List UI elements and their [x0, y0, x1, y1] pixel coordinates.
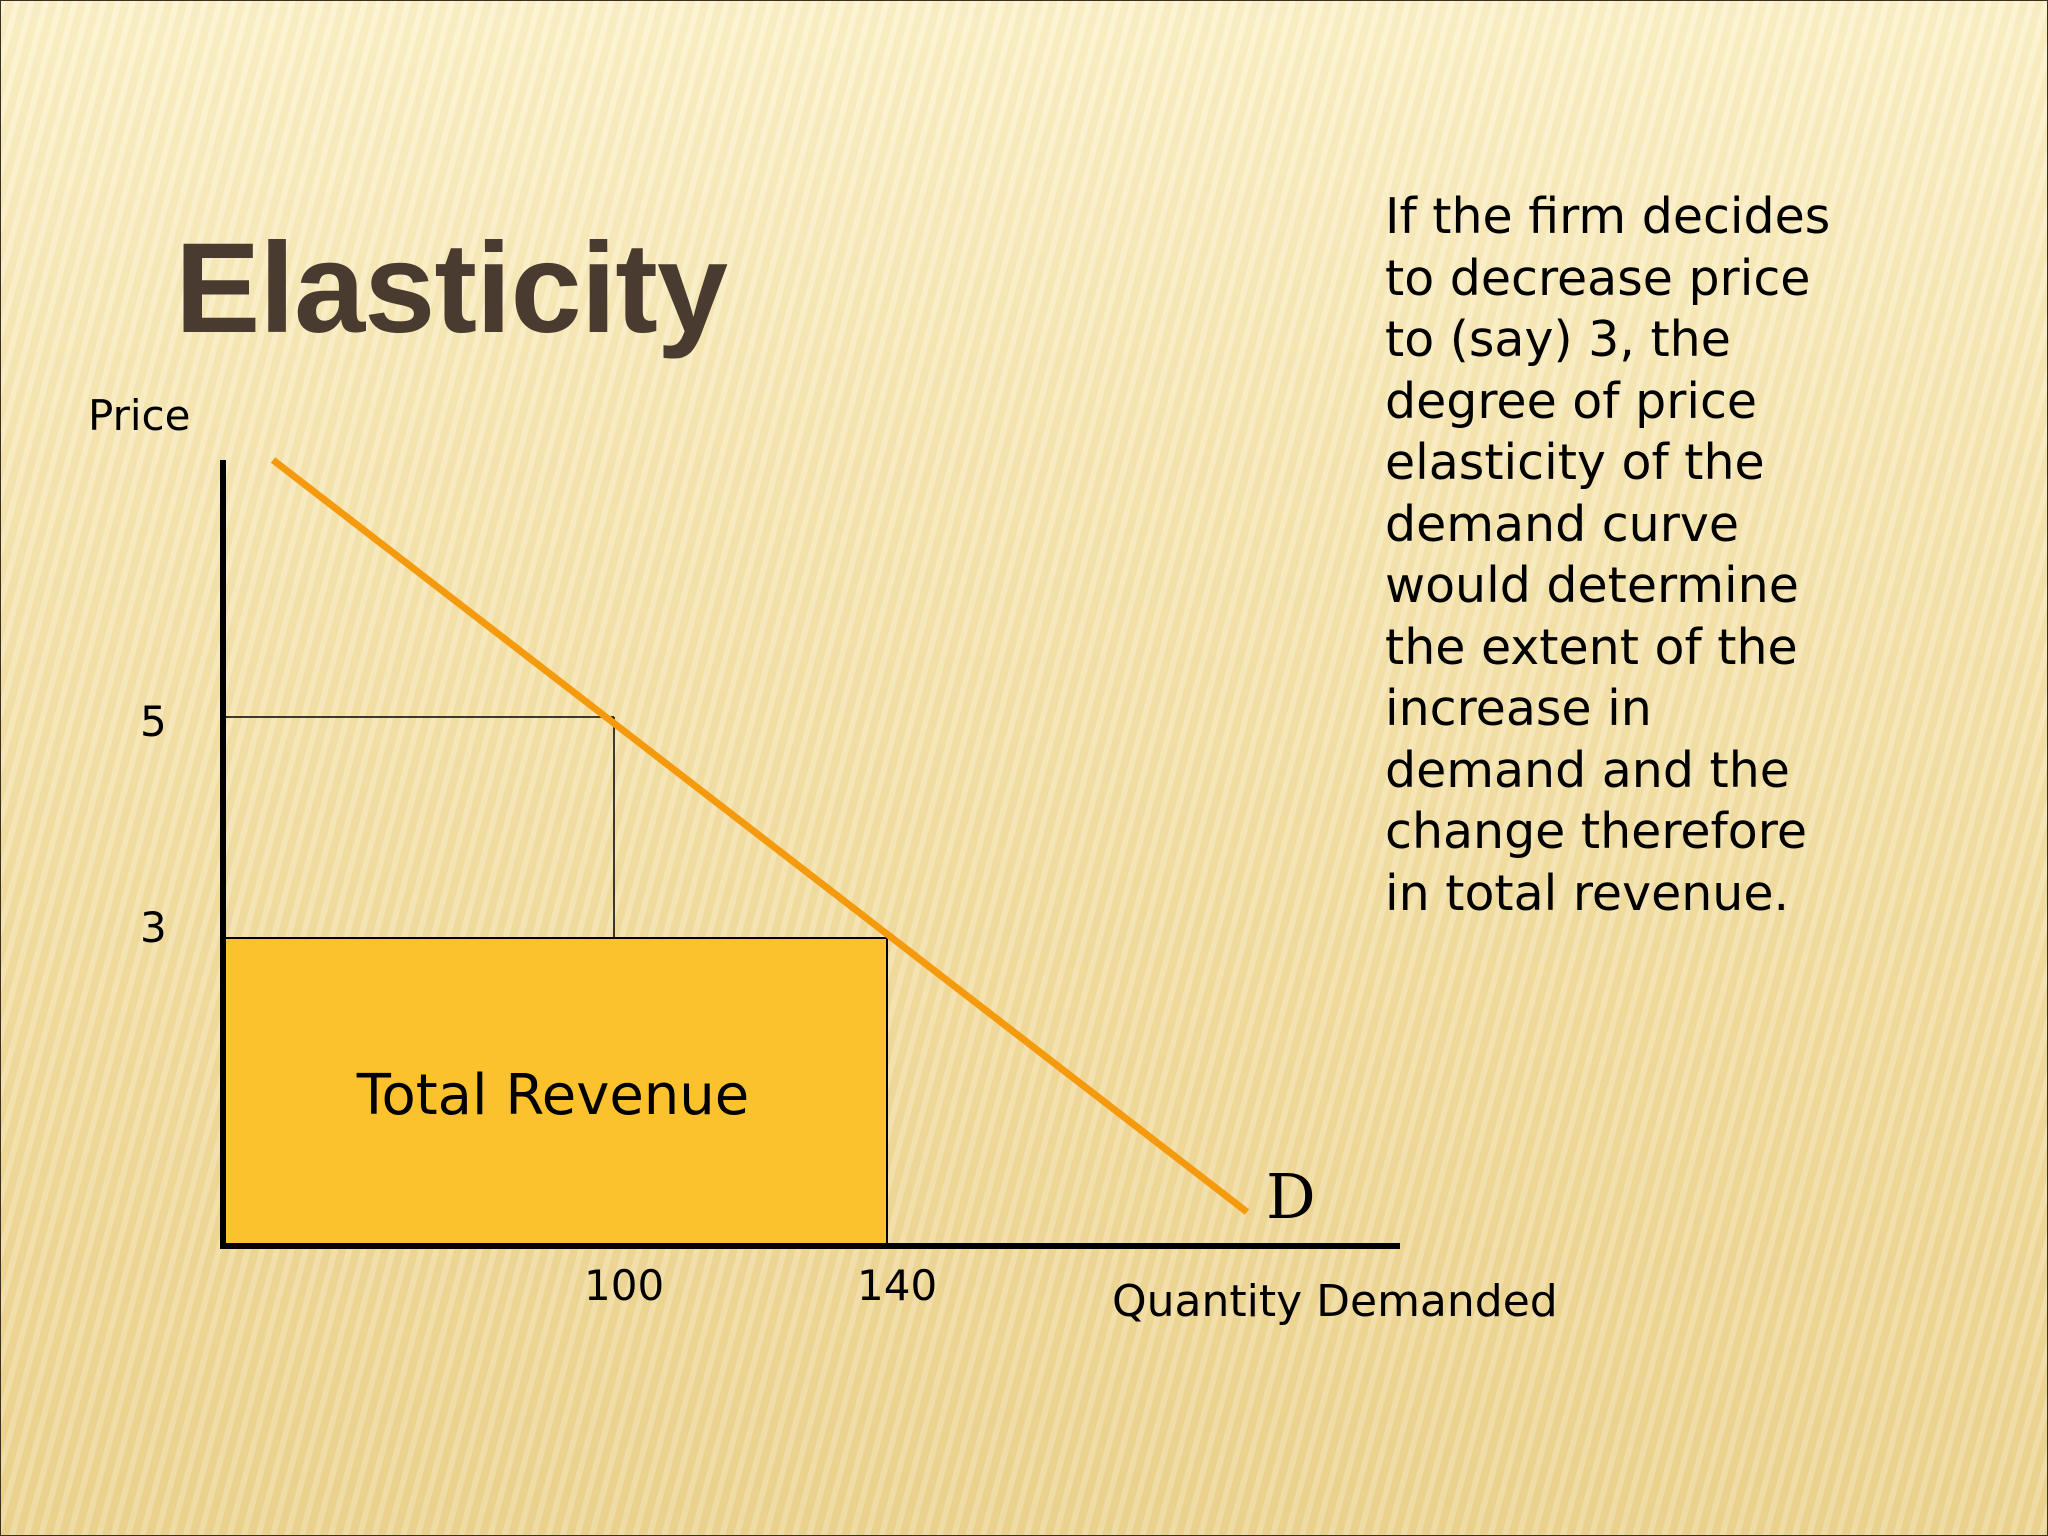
text-line: to decrease price — [1385, 249, 1811, 307]
x-axis-label: Quantity Demanded — [1112, 1276, 1558, 1327]
slide-title: Elasticity — [175, 217, 728, 360]
total-revenue-area — [220, 937, 888, 1246]
total-revenue-label: Total Revenue — [356, 1063, 749, 1128]
text-line: the extent of the — [1385, 618, 1798, 676]
text-line: to (say) 3, the — [1385, 311, 1731, 368]
demand-curve-label: D — [1266, 1160, 1316, 1233]
text-line: increase in — [1385, 680, 1652, 737]
text-line: If the firm decides — [1385, 188, 1831, 245]
text-line: change therefore — [1385, 803, 1807, 860]
y-axis-label: Price — [88, 391, 190, 440]
demand-curve — [270, 457, 1250, 1215]
slide-body-text: If the firm decides to decrease price to… — [1385, 186, 1985, 924]
price-tick-label: 3 — [140, 903, 167, 952]
text-line: demand curve — [1385, 495, 1740, 553]
quantity-tick-label: 100 — [584, 1261, 664, 1310]
text-line: would determine — [1385, 557, 1799, 614]
quantity-tick-label: 140 — [857, 1261, 937, 1310]
text-line: elasticity of the — [1385, 434, 1765, 491]
text-line: demand and the — [1385, 741, 1790, 799]
text-line: degree of price — [1385, 372, 1758, 430]
price-tick-label: 5 — [140, 697, 167, 746]
text-line: in total revenue. — [1385, 864, 1790, 922]
